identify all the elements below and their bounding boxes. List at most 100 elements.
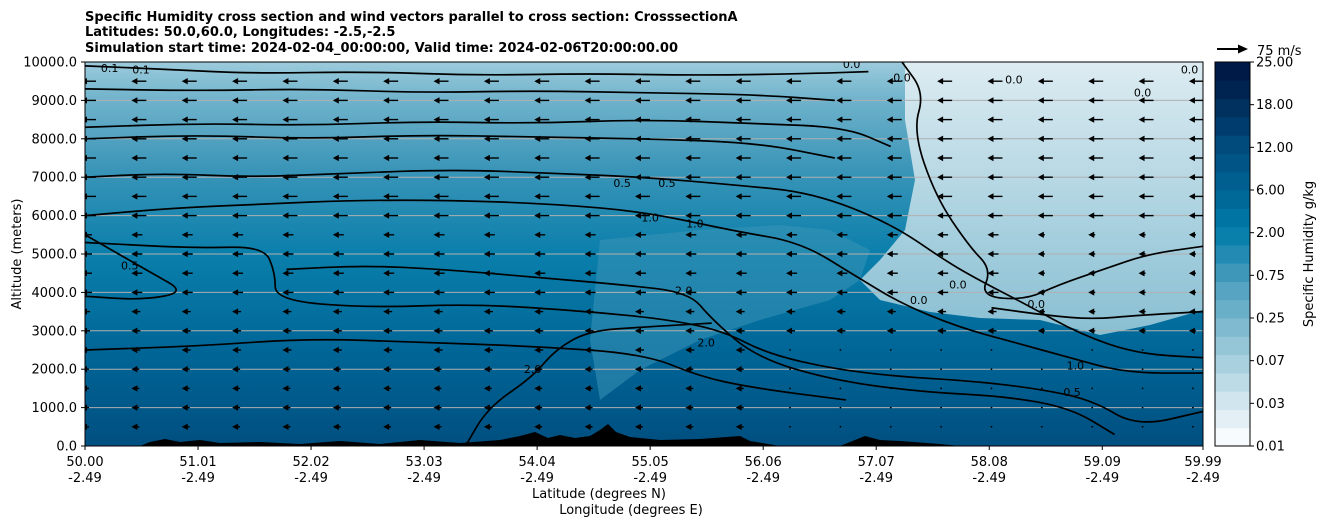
wind-vector-arrow bbox=[383, 404, 392, 411]
wind-vector-arrow bbox=[181, 116, 197, 123]
wind-vector-head bbox=[433, 366, 440, 373]
wind-vector-arrow bbox=[433, 135, 449, 142]
wind-vector-arrow bbox=[433, 270, 445, 277]
wind-vector-dot bbox=[839, 406, 842, 409]
wind-vector-arrow bbox=[836, 116, 852, 123]
wind-vector-head bbox=[232, 385, 239, 392]
wind-vector-arrow bbox=[836, 78, 852, 85]
wind-vector-head bbox=[383, 346, 390, 354]
wind-vector-head bbox=[1138, 308, 1145, 315]
wind-vector-head bbox=[1138, 154, 1145, 162]
wind-vector-arrow bbox=[735, 193, 751, 200]
x-tick-label-longitude: -2.49 bbox=[746, 471, 780, 486]
wind-vector-head bbox=[735, 289, 742, 296]
wind-vector-head bbox=[786, 270, 793, 277]
wind-vector-head bbox=[987, 270, 994, 277]
colorbar-segment bbox=[1215, 62, 1250, 81]
wind-vector-arrow bbox=[685, 231, 697, 238]
wind-vector-head bbox=[634, 404, 641, 411]
colorbar-segment bbox=[1215, 208, 1250, 228]
wind-vector-arrow bbox=[634, 212, 650, 219]
wind-vector-arrow bbox=[634, 308, 644, 315]
x-tick-label-longitude: -2.49 bbox=[1085, 471, 1119, 486]
wind-vector-arrow bbox=[1188, 116, 1203, 123]
wind-vector-arrow bbox=[282, 346, 292, 354]
wind-vector-head bbox=[483, 250, 490, 258]
wind-vector-arrow bbox=[483, 193, 499, 200]
wind-vector-head bbox=[1037, 289, 1044, 296]
wind-vector-arrow bbox=[1188, 289, 1196, 296]
wind-vector-arrow bbox=[282, 423, 291, 430]
wind-vector-head bbox=[1138, 116, 1145, 123]
wind-vector-head bbox=[685, 308, 692, 315]
x-tick-label-longitude: -2.49 bbox=[407, 471, 441, 486]
wind-vector-arrow bbox=[433, 423, 442, 430]
y-tick-label: 6000.0 bbox=[32, 209, 78, 224]
wind-vector-arrow bbox=[735, 78, 751, 85]
contour-line-2-0 bbox=[464, 322, 712, 446]
x-tick-label-longitude: -2.49 bbox=[1186, 471, 1220, 486]
chart-title-line-1: Specific Humidity cross section and wind… bbox=[85, 10, 738, 25]
wind-vector-head bbox=[735, 423, 742, 430]
wind-vector-head bbox=[131, 135, 138, 142]
wind-vector-head bbox=[937, 250, 944, 258]
wind-vector-arrow bbox=[483, 135, 499, 142]
contour-label: 0.0 bbox=[1005, 73, 1023, 86]
contour-label: 0.0 bbox=[910, 294, 928, 307]
y-tick-label: 7000.0 bbox=[32, 171, 78, 186]
wind-vector-head bbox=[433, 308, 440, 315]
wind-vector-arrow bbox=[685, 289, 697, 296]
wind-vector-arrow bbox=[534, 193, 550, 200]
wind-vector-head bbox=[232, 97, 239, 104]
wind-vector-arrow bbox=[483, 404, 492, 411]
colorbar-tick-label: 0.25 bbox=[1256, 312, 1285, 327]
wind-vector-dot bbox=[1091, 387, 1094, 390]
wind-vector-dot bbox=[839, 349, 842, 351]
wind-vector-head bbox=[685, 404, 692, 411]
wind-vector-arrow bbox=[181, 289, 193, 296]
wind-vector-arrow bbox=[483, 97, 499, 104]
wind-vector-head bbox=[584, 385, 591, 392]
x-tick-label-latitude: 59.09 bbox=[1084, 455, 1121, 470]
wind-vector-arrow bbox=[634, 116, 650, 123]
wind-vector-head bbox=[332, 308, 339, 315]
wind-vector-arrow bbox=[1188, 174, 1203, 181]
wind-vector-arrow bbox=[1037, 327, 1045, 334]
wind-vector-head bbox=[1138, 97, 1145, 104]
x-tick-label-longitude: -2.49 bbox=[633, 471, 667, 486]
wind-vector-head bbox=[1138, 135, 1145, 142]
wind-vector-arrow bbox=[685, 78, 701, 85]
y-tick-label: 10000.0 bbox=[23, 56, 77, 71]
contour-label: 1.0 bbox=[641, 212, 659, 225]
wind-vector-arrow bbox=[886, 174, 902, 181]
wind-vector-head bbox=[1088, 231, 1095, 238]
wind-vector-head bbox=[584, 193, 591, 200]
wind-vector-head bbox=[1037, 212, 1044, 219]
wind-vector-head bbox=[534, 346, 541, 354]
wind-vector-head bbox=[886, 135, 893, 142]
wind-vector-dot bbox=[789, 425, 791, 428]
wind-vector-head bbox=[786, 135, 793, 142]
wind-vector-arrow bbox=[332, 116, 348, 123]
wind-vector-head bbox=[1037, 193, 1044, 200]
wind-vector-arrow bbox=[1037, 308, 1045, 315]
wind-vector-arrow bbox=[131, 135, 147, 142]
wind-vector-arrow bbox=[433, 308, 443, 315]
x-tick-label-latitude: 51.01 bbox=[179, 455, 216, 470]
wind-vector-arrow bbox=[634, 135, 650, 142]
wind-vector-arrow bbox=[332, 212, 348, 219]
wind-vector-arrow bbox=[232, 308, 242, 315]
wind-vector-arrow bbox=[1037, 154, 1053, 162]
wind-vector-head bbox=[383, 404, 390, 411]
wind-vector-head bbox=[786, 154, 793, 162]
wind-vector-arrow bbox=[685, 250, 697, 258]
wind-vector-arrow bbox=[1088, 78, 1104, 85]
wind-vector-head bbox=[886, 231, 893, 238]
wind-vector-head bbox=[181, 289, 188, 296]
wind-vector-head bbox=[584, 174, 591, 181]
wind-vector-arrow bbox=[735, 174, 751, 181]
wind-vector-head bbox=[836, 212, 843, 219]
wind-vector-head bbox=[1037, 97, 1044, 104]
wind-vector-arrow bbox=[282, 78, 298, 85]
wind-vector-head bbox=[433, 78, 440, 85]
